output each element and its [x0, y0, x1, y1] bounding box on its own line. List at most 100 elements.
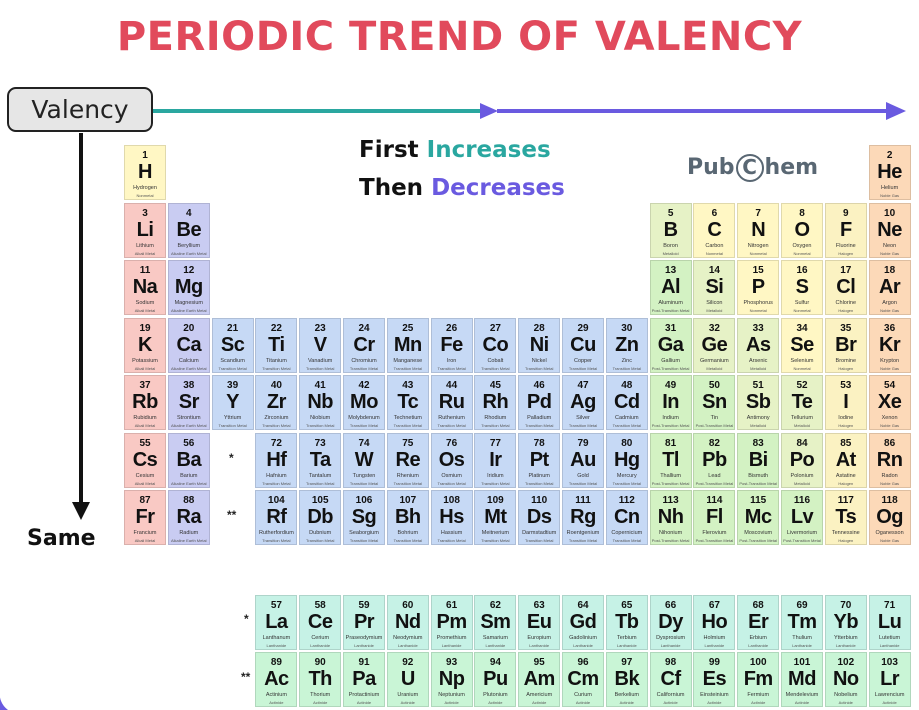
- element-cell-at: 85 At Astatine Halogen: [824, 433, 867, 488]
- element-cell-eu: 63 Eu Europium Lanthanide: [518, 595, 561, 650]
- element-cell-au: 79 Au Gold Transition Metal: [562, 433, 604, 488]
- atomic-number: 31: [665, 323, 677, 334]
- element-category: Post-Transition Metal: [651, 538, 690, 543]
- element-category: Lanthanide: [835, 643, 856, 648]
- element-name: Germanium: [700, 358, 729, 364]
- element-symbol: Li: [136, 219, 154, 241]
- element-symbol: As: [745, 334, 771, 356]
- atomic-number: 36: [884, 323, 896, 334]
- element-symbol: Ni: [529, 334, 550, 356]
- element-category: Transition Metal: [306, 538, 335, 543]
- atomic-number: 59: [358, 600, 370, 611]
- element-symbol: Ac: [264, 668, 289, 690]
- atomic-number: 82: [708, 438, 720, 449]
- element-category: Nonmetal: [749, 308, 767, 313]
- element-category: Halogen: [838, 308, 854, 313]
- element-cell-nh: 113 Nh Nihonium Post-Transition Metal: [649, 490, 692, 545]
- atomic-number: 50: [708, 380, 720, 391]
- element-cell-sb: 51 Sb Antimony Metalloid: [737, 375, 780, 430]
- atomic-number: 24: [358, 323, 370, 334]
- element-category: Metalloid: [750, 366, 767, 371]
- atomic-number: 63: [533, 600, 545, 611]
- atomic-number: 71: [884, 600, 896, 611]
- element-symbol: Pb: [702, 449, 727, 471]
- element-category: Nonmetal: [749, 251, 767, 256]
- element-category: Alkaline Earth Metal: [171, 251, 207, 256]
- element-cell-ba: 56 Ba Barium Alkaline Earth Metal: [167, 433, 210, 488]
- atomic-number: 12: [183, 265, 195, 276]
- atomic-number: 53: [840, 380, 852, 391]
- atomic-number: 62: [489, 600, 501, 611]
- element-category: Transition Metal: [525, 481, 554, 486]
- element-symbol: Mn: [393, 334, 422, 356]
- element-symbol: Ra: [176, 506, 202, 528]
- element-category: Transition Metal: [568, 423, 598, 428]
- element-name: Yttrium: [223, 415, 242, 421]
- atomic-number: 37: [139, 380, 151, 391]
- element-cell-se: 34 Se Selenium Nonmetal: [781, 318, 823, 373]
- element-category: Halogen: [838, 366, 854, 371]
- element-cell-hs: 108 Hs Hassium Transition Metal: [430, 490, 473, 545]
- atomic-number: 86: [884, 438, 896, 449]
- element-cell-fr: 87 Fr Francium Alkali Metal: [124, 490, 166, 545]
- atomic-number: 90: [314, 657, 326, 668]
- element-cell-w: 74 W Tungsten Transition Metal: [343, 433, 385, 488]
- element-cell-la: 57 La Lanthanum Lanthanide: [255, 595, 298, 650]
- atomic-number: 112: [618, 495, 635, 506]
- element-category: Transition Metal: [393, 538, 422, 543]
- element-cell-al: 13 Al Aluminum Post-Transition Metal: [649, 260, 692, 315]
- atomic-number: 79: [577, 438, 589, 449]
- element-symbol: Pa: [352, 668, 376, 690]
- element-category: Transition Metal: [262, 481, 291, 486]
- element-symbol: K: [138, 334, 152, 356]
- element-symbol: Mc: [744, 506, 772, 528]
- element-symbol: Th: [308, 668, 332, 690]
- element-name: Actinium: [265, 692, 287, 698]
- element-name: Thulium: [792, 635, 812, 641]
- element-name: Copper: [573, 358, 593, 364]
- element-category: Transition Metal: [481, 366, 510, 371]
- element-cell-te: 52 Te Tellurium Metalloid: [781, 375, 823, 430]
- atomic-number: 34: [796, 323, 808, 334]
- element-cell-bi: 83 Bi Bismuth Post-Transition Metal: [737, 433, 780, 488]
- atomic-number: 95: [533, 657, 545, 668]
- atomic-number: 8: [799, 208, 805, 219]
- element-cell-co: 27 Co Cobalt Transition Metal: [474, 318, 517, 373]
- element-cell-er: 68 Er Erbium Lanthanide: [737, 595, 780, 650]
- atomic-number: 15: [752, 265, 764, 276]
- element-symbol: Sm: [480, 611, 511, 633]
- atomic-number: 20: [183, 323, 195, 334]
- element-category: Transition Metal: [349, 423, 379, 428]
- element-symbol: Zn: [615, 334, 639, 356]
- element-cell-rb: 37 Rb Rubidium Alkali Metal: [124, 375, 166, 430]
- element-symbol: Ga: [657, 334, 684, 356]
- element-symbol: H: [138, 161, 152, 183]
- element-name: Moscovium: [744, 530, 773, 536]
- element-symbol: Pd: [526, 391, 552, 413]
- element-symbol: Si: [705, 276, 724, 298]
- element-cell-ce: 58 Ce Cerium Lanthanide: [299, 595, 342, 650]
- element-name: Gallium: [661, 358, 680, 364]
- element-name: Praseodymium: [345, 635, 383, 641]
- element-symbol: Tb: [615, 611, 639, 633]
- atomic-number: 14: [708, 265, 720, 276]
- atomic-number: 61: [446, 600, 458, 611]
- corner-decoration: [0, 690, 8, 710]
- element-name: Cerium: [311, 635, 330, 641]
- element-category: Alkali Metal: [134, 251, 156, 256]
- element-name: Bismuth: [748, 473, 769, 479]
- element-name: Iodine: [838, 415, 854, 421]
- element-name: Palladium: [527, 415, 552, 421]
- element-symbol: Be: [176, 219, 202, 241]
- element-name: Krypton: [880, 358, 900, 364]
- atomic-number: 117: [837, 495, 854, 506]
- element-symbol: Ca: [176, 334, 202, 356]
- element-cell-rg: 111 Rg Roentgenium Transition Metal: [562, 490, 604, 545]
- element-cell-po: 84 Po Polonium Metalloid: [781, 433, 823, 488]
- element-category: Post-Transition Metal: [651, 366, 690, 371]
- element-symbol: Lr: [880, 668, 900, 690]
- element-symbol: Rn: [876, 449, 903, 471]
- element-name: Iron: [446, 358, 457, 364]
- element-cell-s: 16 S Sulfur Nonmetal: [781, 260, 823, 315]
- element-category: Actinide: [707, 700, 722, 705]
